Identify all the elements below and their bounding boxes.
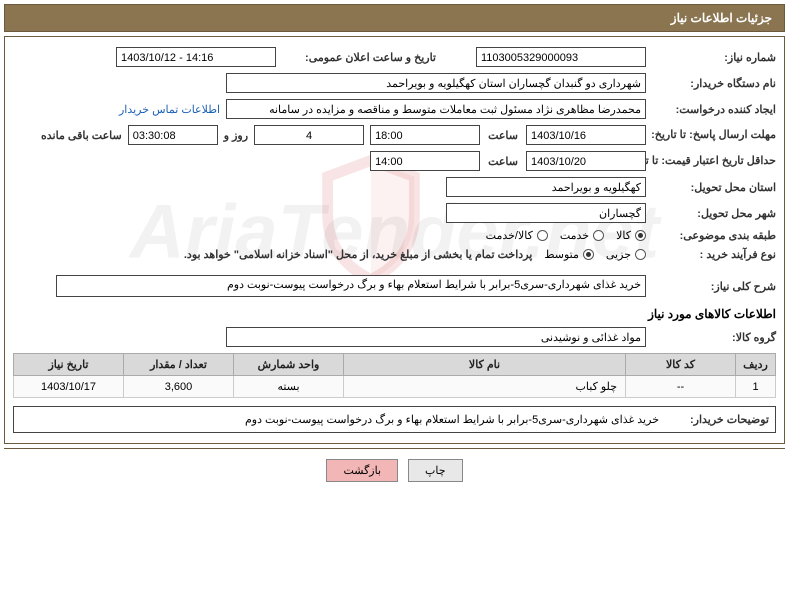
radio-goods[interactable]: کالا bbox=[616, 229, 646, 242]
subject-class-label: طبقه بندی موضوعی: bbox=[646, 229, 776, 242]
reply-time-field: 18:00 bbox=[370, 125, 480, 145]
need-no-label: شماره نیاز: bbox=[646, 51, 776, 64]
th-unit: واحد شمارش bbox=[234, 354, 344, 376]
cell-date: 1403/10/17 bbox=[14, 376, 124, 398]
buyer-notes-box: توضیحات خریدار: خرید غذای شهرداری-سری5-ب… bbox=[13, 406, 776, 433]
radio-goods-label: کالا bbox=[616, 229, 631, 242]
payment-note: پرداخت تمام یا بخشی از مبلغ خرید، از محل… bbox=[184, 248, 532, 261]
reply-date-field: 1403/10/16 bbox=[526, 125, 646, 145]
radio-service[interactable]: خدمت bbox=[560, 229, 604, 242]
price-valid-label: حداقل تاریخ اعتبار قیمت: تا تاریخ: bbox=[646, 155, 776, 167]
announce-label: تاریخ و ساعت اعلان عمومی: bbox=[276, 51, 436, 64]
radio-service-label: خدمت bbox=[560, 229, 589, 242]
requester-label: ایجاد کننده درخواست: bbox=[646, 103, 776, 116]
reply-deadline-label: مهلت ارسال پاسخ: تا تاریخ: bbox=[646, 129, 776, 141]
cell-row: 1 bbox=[736, 376, 776, 398]
group-field: مواد غذائی و نوشیدنی bbox=[226, 327, 646, 347]
buyer-notes-label: توضیحات خریدار: bbox=[659, 413, 769, 426]
radio-circle-icon bbox=[635, 249, 646, 260]
th-row: ردیف bbox=[736, 354, 776, 376]
panel-body: AriaTender.net شماره نیاز: 1103005329000… bbox=[4, 36, 785, 444]
buyer-field: شهرداری دو گنبدان گچساران استان کهگیلویه… bbox=[226, 73, 646, 93]
buyer-label: نام دستگاه خریدار: bbox=[646, 77, 776, 90]
radio-circle-icon bbox=[537, 230, 548, 241]
city-label: شهر محل تحویل: bbox=[646, 207, 776, 220]
table-header-row: ردیف کد کالا نام کالا واحد شمارش تعداد /… bbox=[14, 354, 776, 376]
city-field: گچساران bbox=[446, 203, 646, 223]
remain-label: ساعت باقی مانده bbox=[35, 129, 128, 142]
radio-medium[interactable]: متوسط bbox=[544, 248, 594, 261]
th-code: کد کالا bbox=[626, 354, 736, 376]
price-time-field: 14:00 bbox=[370, 151, 480, 171]
bottom-bar: چاپ بازگشت bbox=[4, 448, 785, 492]
time-label-2: ساعت bbox=[480, 155, 526, 168]
requester-field: محمدرضا مظاهری نژاد مسئول ثبت معاملات مت… bbox=[226, 99, 646, 119]
buyer-notes-text: خرید غذای شهرداری-سری5-برابر با شرایط اس… bbox=[20, 413, 659, 426]
radio-medium-label: متوسط bbox=[544, 248, 579, 261]
table-row: 1 -- چلو کباب بسته 3,600 1403/10/17 bbox=[14, 376, 776, 398]
price-date-field: 1403/10/20 bbox=[526, 151, 646, 171]
days-field: 4 bbox=[254, 125, 364, 145]
radio-minor-label: جزیی bbox=[606, 248, 631, 261]
th-name: نام کالا bbox=[344, 354, 626, 376]
cell-code: -- bbox=[626, 376, 736, 398]
items-section-title: اطلاعات کالاهای مورد نیاز bbox=[13, 307, 776, 321]
cell-qty: 3,600 bbox=[124, 376, 234, 398]
radio-circle-icon bbox=[583, 249, 594, 260]
radio-circle-icon bbox=[635, 230, 646, 241]
th-qty: تعداد / مقدار bbox=[124, 354, 234, 376]
back-button[interactable]: بازگشت bbox=[326, 459, 398, 482]
radio-circle-icon bbox=[593, 230, 604, 241]
purchase-type-label: نوع فرآیند خرید : bbox=[646, 248, 776, 261]
province-label: استان محل تحویل: bbox=[646, 181, 776, 194]
time-label-1: ساعت bbox=[480, 129, 526, 142]
subject-radio-group: کالا خدمت کالا/خدمت bbox=[486, 229, 646, 242]
remain-time-field: 03:30:08 bbox=[128, 125, 218, 145]
days-and-label: روز و bbox=[218, 129, 254, 142]
buyer-contact-link[interactable]: اطلاعات تماس خریدار bbox=[119, 103, 220, 116]
cell-unit: بسته bbox=[234, 376, 344, 398]
print-button[interactable]: چاپ bbox=[408, 459, 463, 482]
th-date: تاریخ نیاز bbox=[14, 354, 124, 376]
need-desc-field: خرید غذای شهرداری-سری5-برابر با شرایط اس… bbox=[56, 275, 646, 297]
radio-minor[interactable]: جزیی bbox=[606, 248, 646, 261]
items-table: ردیف کد کالا نام کالا واحد شمارش تعداد /… bbox=[13, 353, 776, 398]
panel-header: جزئیات اطلاعات نیاز bbox=[4, 4, 785, 32]
cell-name: چلو کباب bbox=[344, 376, 626, 398]
announce-field: 1403/10/12 - 14:16 bbox=[116, 47, 276, 67]
province-field: کهگیلویه و بویراحمد bbox=[446, 177, 646, 197]
need-desc-label: شرح کلی نیاز: bbox=[646, 280, 776, 293]
radio-goods-service[interactable]: کالا/خدمت bbox=[486, 229, 548, 242]
purchase-type-radio-group: جزیی متوسط bbox=[544, 248, 646, 261]
need-no-field: 1103005329000093 bbox=[476, 47, 646, 67]
radio-goods-service-label: کالا/خدمت bbox=[486, 229, 533, 242]
group-label: گروه کالا: bbox=[646, 331, 776, 344]
panel-title: جزئیات اطلاعات نیاز bbox=[671, 11, 772, 25]
